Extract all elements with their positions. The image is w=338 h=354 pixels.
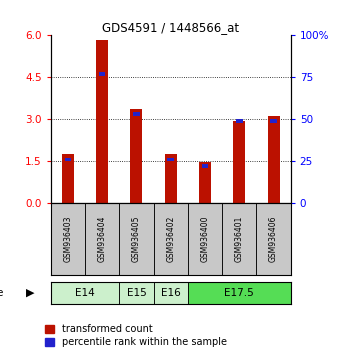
Bar — [153, 282, 188, 304]
Bar — [85, 203, 119, 275]
Bar — [51, 203, 85, 275]
Bar — [222, 203, 257, 275]
Bar — [188, 203, 222, 275]
Bar — [119, 203, 153, 275]
Bar — [51, 282, 119, 304]
Text: E16: E16 — [161, 288, 180, 298]
Bar — [188, 282, 291, 304]
Bar — [165, 154, 177, 203]
Bar — [133, 113, 140, 116]
Text: E14: E14 — [75, 288, 95, 298]
Bar — [119, 282, 153, 304]
Bar — [99, 72, 105, 76]
Bar — [65, 158, 71, 161]
Bar — [199, 162, 211, 203]
Bar — [270, 119, 277, 122]
Bar — [268, 116, 280, 203]
Text: GSM936404: GSM936404 — [98, 216, 106, 262]
Bar — [130, 109, 142, 203]
Bar — [167, 158, 174, 161]
Text: GSM936402: GSM936402 — [166, 216, 175, 262]
Text: GSM936405: GSM936405 — [132, 216, 141, 262]
Bar — [153, 203, 188, 275]
Bar — [257, 203, 291, 275]
Text: ▶: ▶ — [26, 288, 35, 298]
Text: E15: E15 — [126, 288, 146, 298]
Text: E17.5: E17.5 — [224, 288, 254, 298]
Bar — [96, 40, 108, 203]
Text: GSM936401: GSM936401 — [235, 216, 244, 262]
Bar — [62, 154, 74, 203]
Text: GSM936400: GSM936400 — [200, 216, 210, 262]
Text: GSM936403: GSM936403 — [63, 216, 72, 262]
Legend: transformed count, percentile rank within the sample: transformed count, percentile rank withi… — [45, 325, 227, 347]
Text: GSM936406: GSM936406 — [269, 216, 278, 262]
Title: GDS4591 / 1448566_at: GDS4591 / 1448566_at — [102, 21, 239, 34]
Text: age: age — [0, 288, 3, 298]
Bar — [233, 121, 245, 203]
Bar — [202, 164, 208, 168]
Bar — [236, 119, 243, 122]
